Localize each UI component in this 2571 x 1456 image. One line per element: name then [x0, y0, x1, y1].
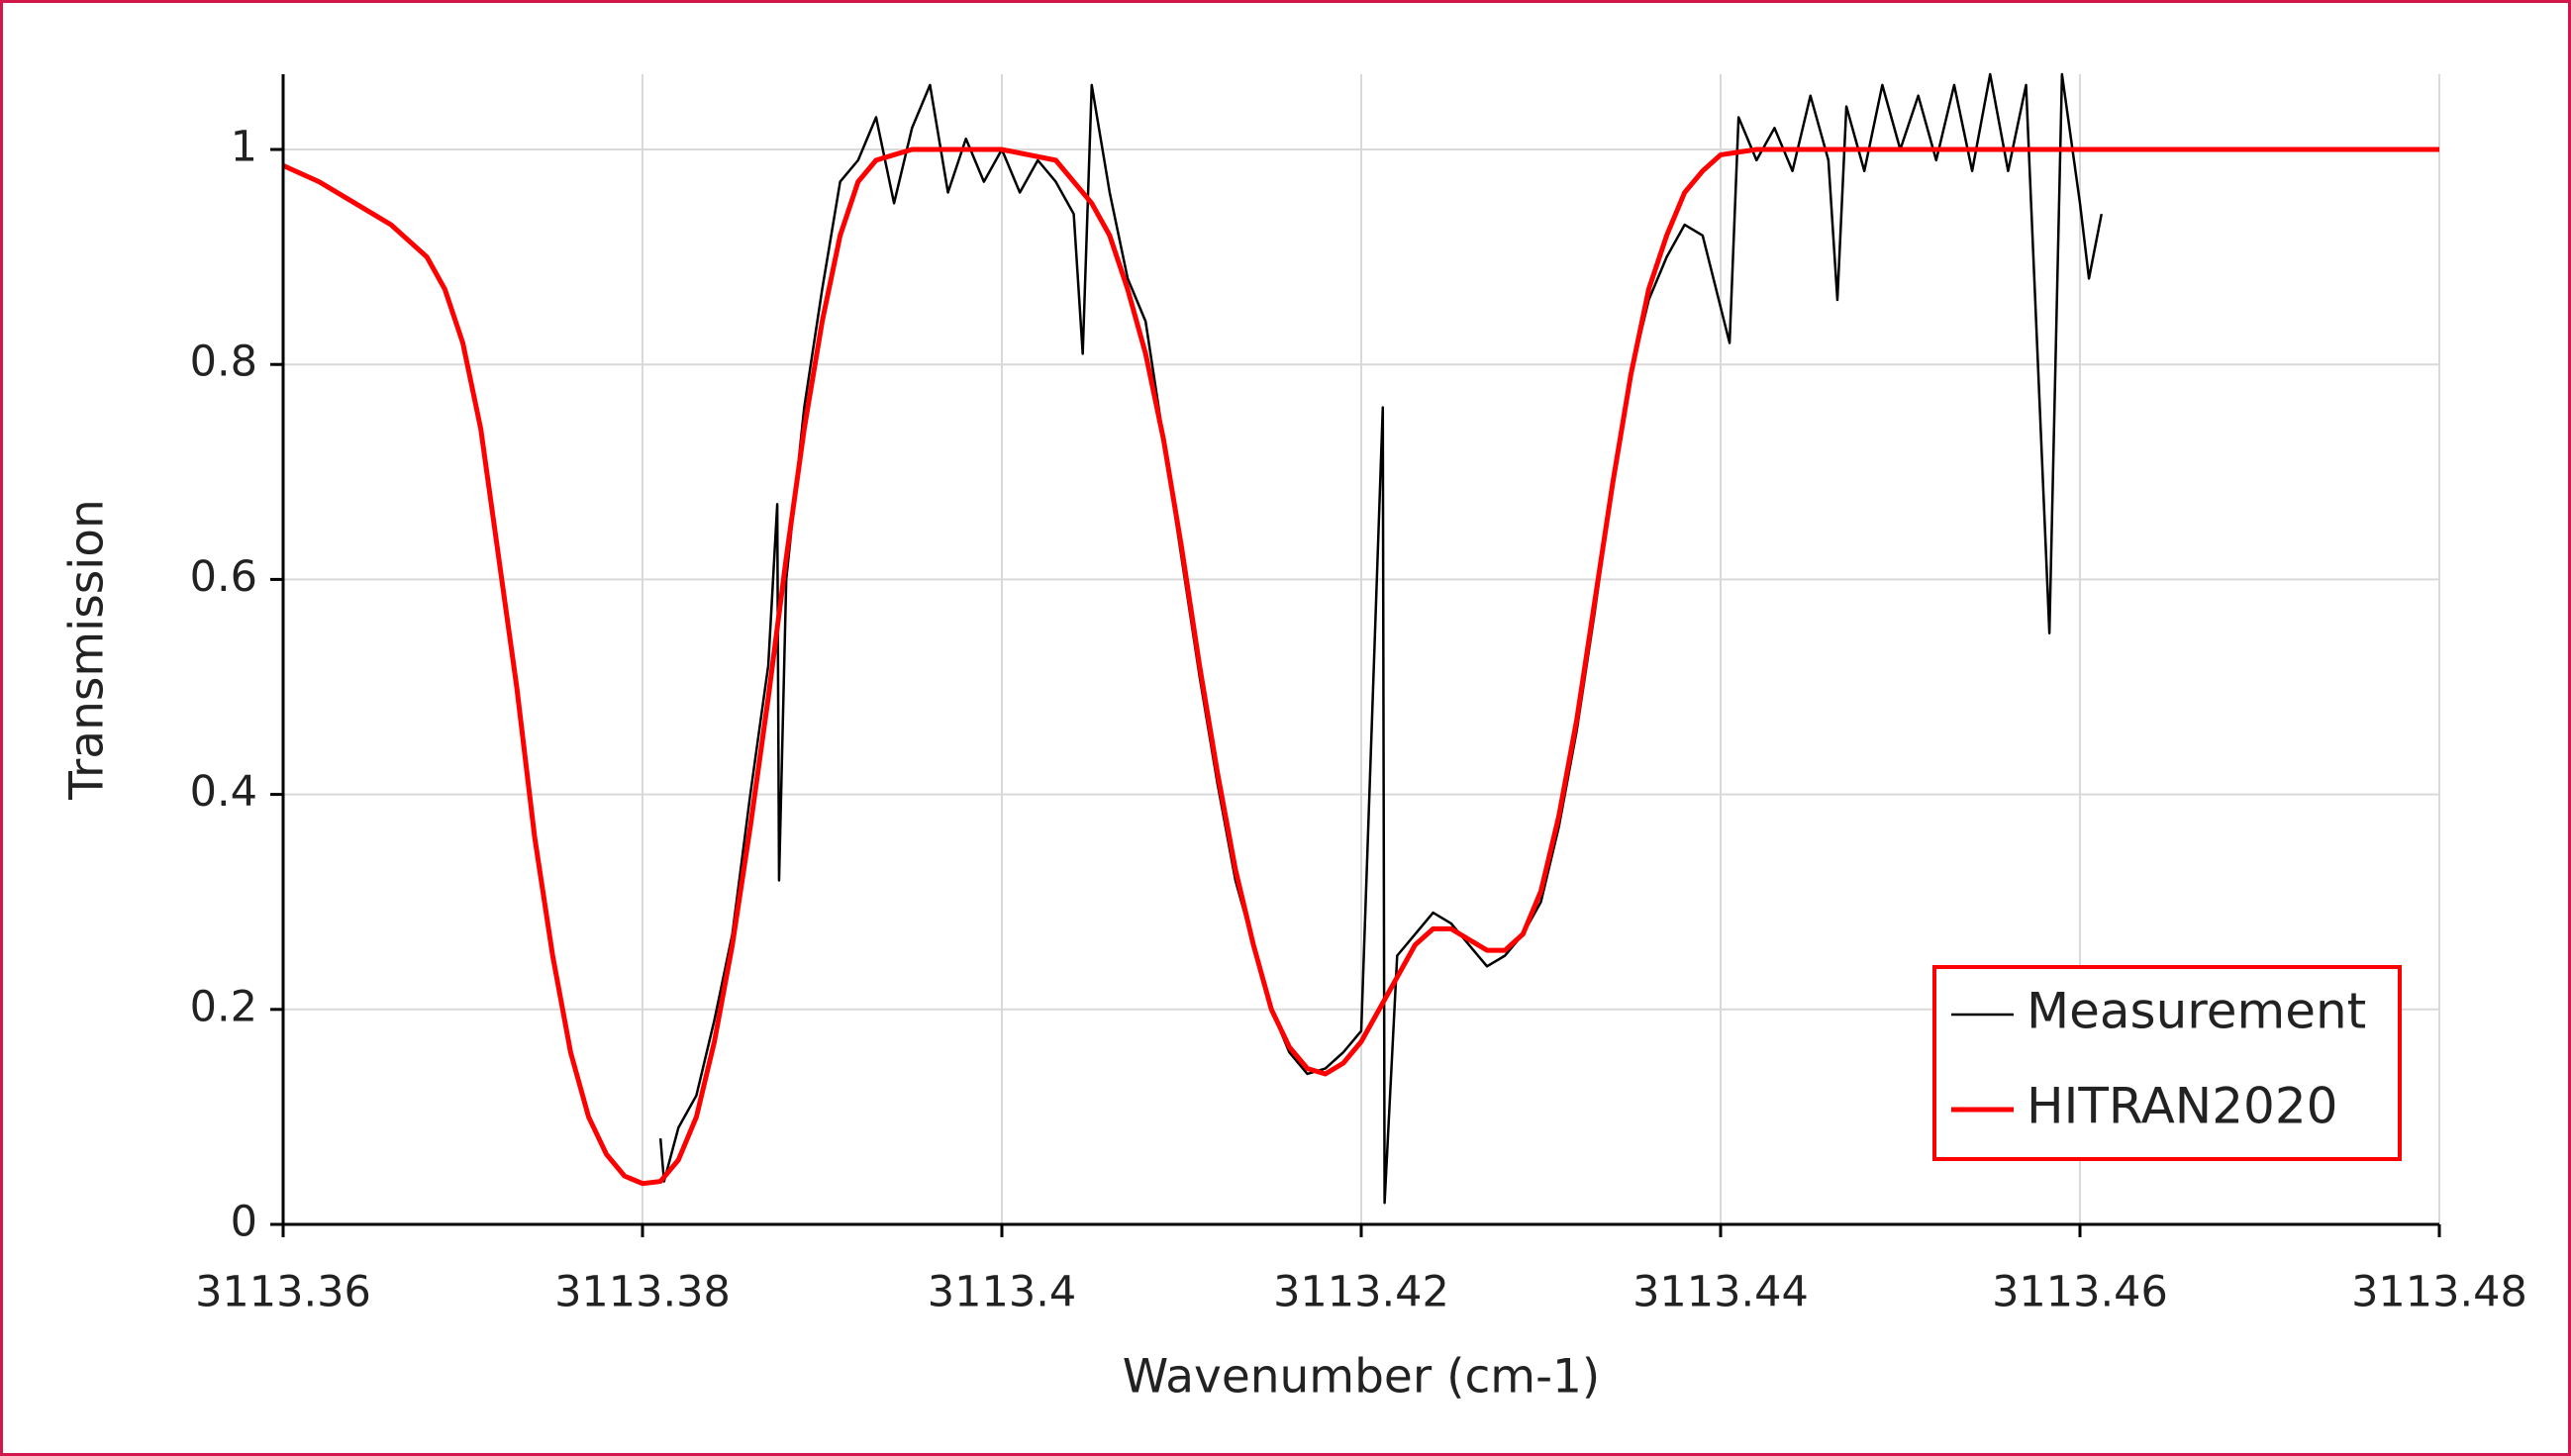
axes: 0 0.2 0.4 0.6 0.8 1 3113.36 3113.38 3113.4 3113.4… [190, 74, 2527, 1317]
y-tick-label: 0.4 [190, 767, 257, 817]
x-tick-label: 3113.44 [1632, 1268, 1809, 1317]
legend: Measurement HITRAN2020 [1932, 965, 2402, 1161]
x-axis-title: Wavenumber (cm-1) [1123, 1350, 1601, 1405]
y-tick-label: 1 [231, 123, 257, 172]
y-tick-label: 0.8 [190, 338, 257, 387]
y-tick-label: 0.2 [190, 982, 257, 1031]
y-axis-title: Transmission [60, 499, 115, 801]
x-tick-label: 3113.48 [2351, 1268, 2527, 1317]
x-tick-label: 3113.4 [928, 1268, 1076, 1317]
legend-label: Measurement [2027, 983, 2366, 1040]
series-line [283, 146, 2439, 1187]
x-tick-label: 3113.46 [1992, 1268, 2168, 1317]
legend-label: HITRAN2020 [2027, 1078, 2337, 1135]
y-tick-label: 0 [231, 1198, 257, 1247]
y-tick-label: 0.6 [190, 552, 257, 602]
x-tick-label: 3113.36 [195, 1268, 371, 1317]
legend-box [1932, 965, 2402, 1161]
series-line [658, 72, 2104, 1205]
x-tick-label: 3113.42 [1273, 1268, 1449, 1317]
x-tick-label: 3113.38 [554, 1268, 731, 1317]
plot-area [283, 72, 2439, 1205]
